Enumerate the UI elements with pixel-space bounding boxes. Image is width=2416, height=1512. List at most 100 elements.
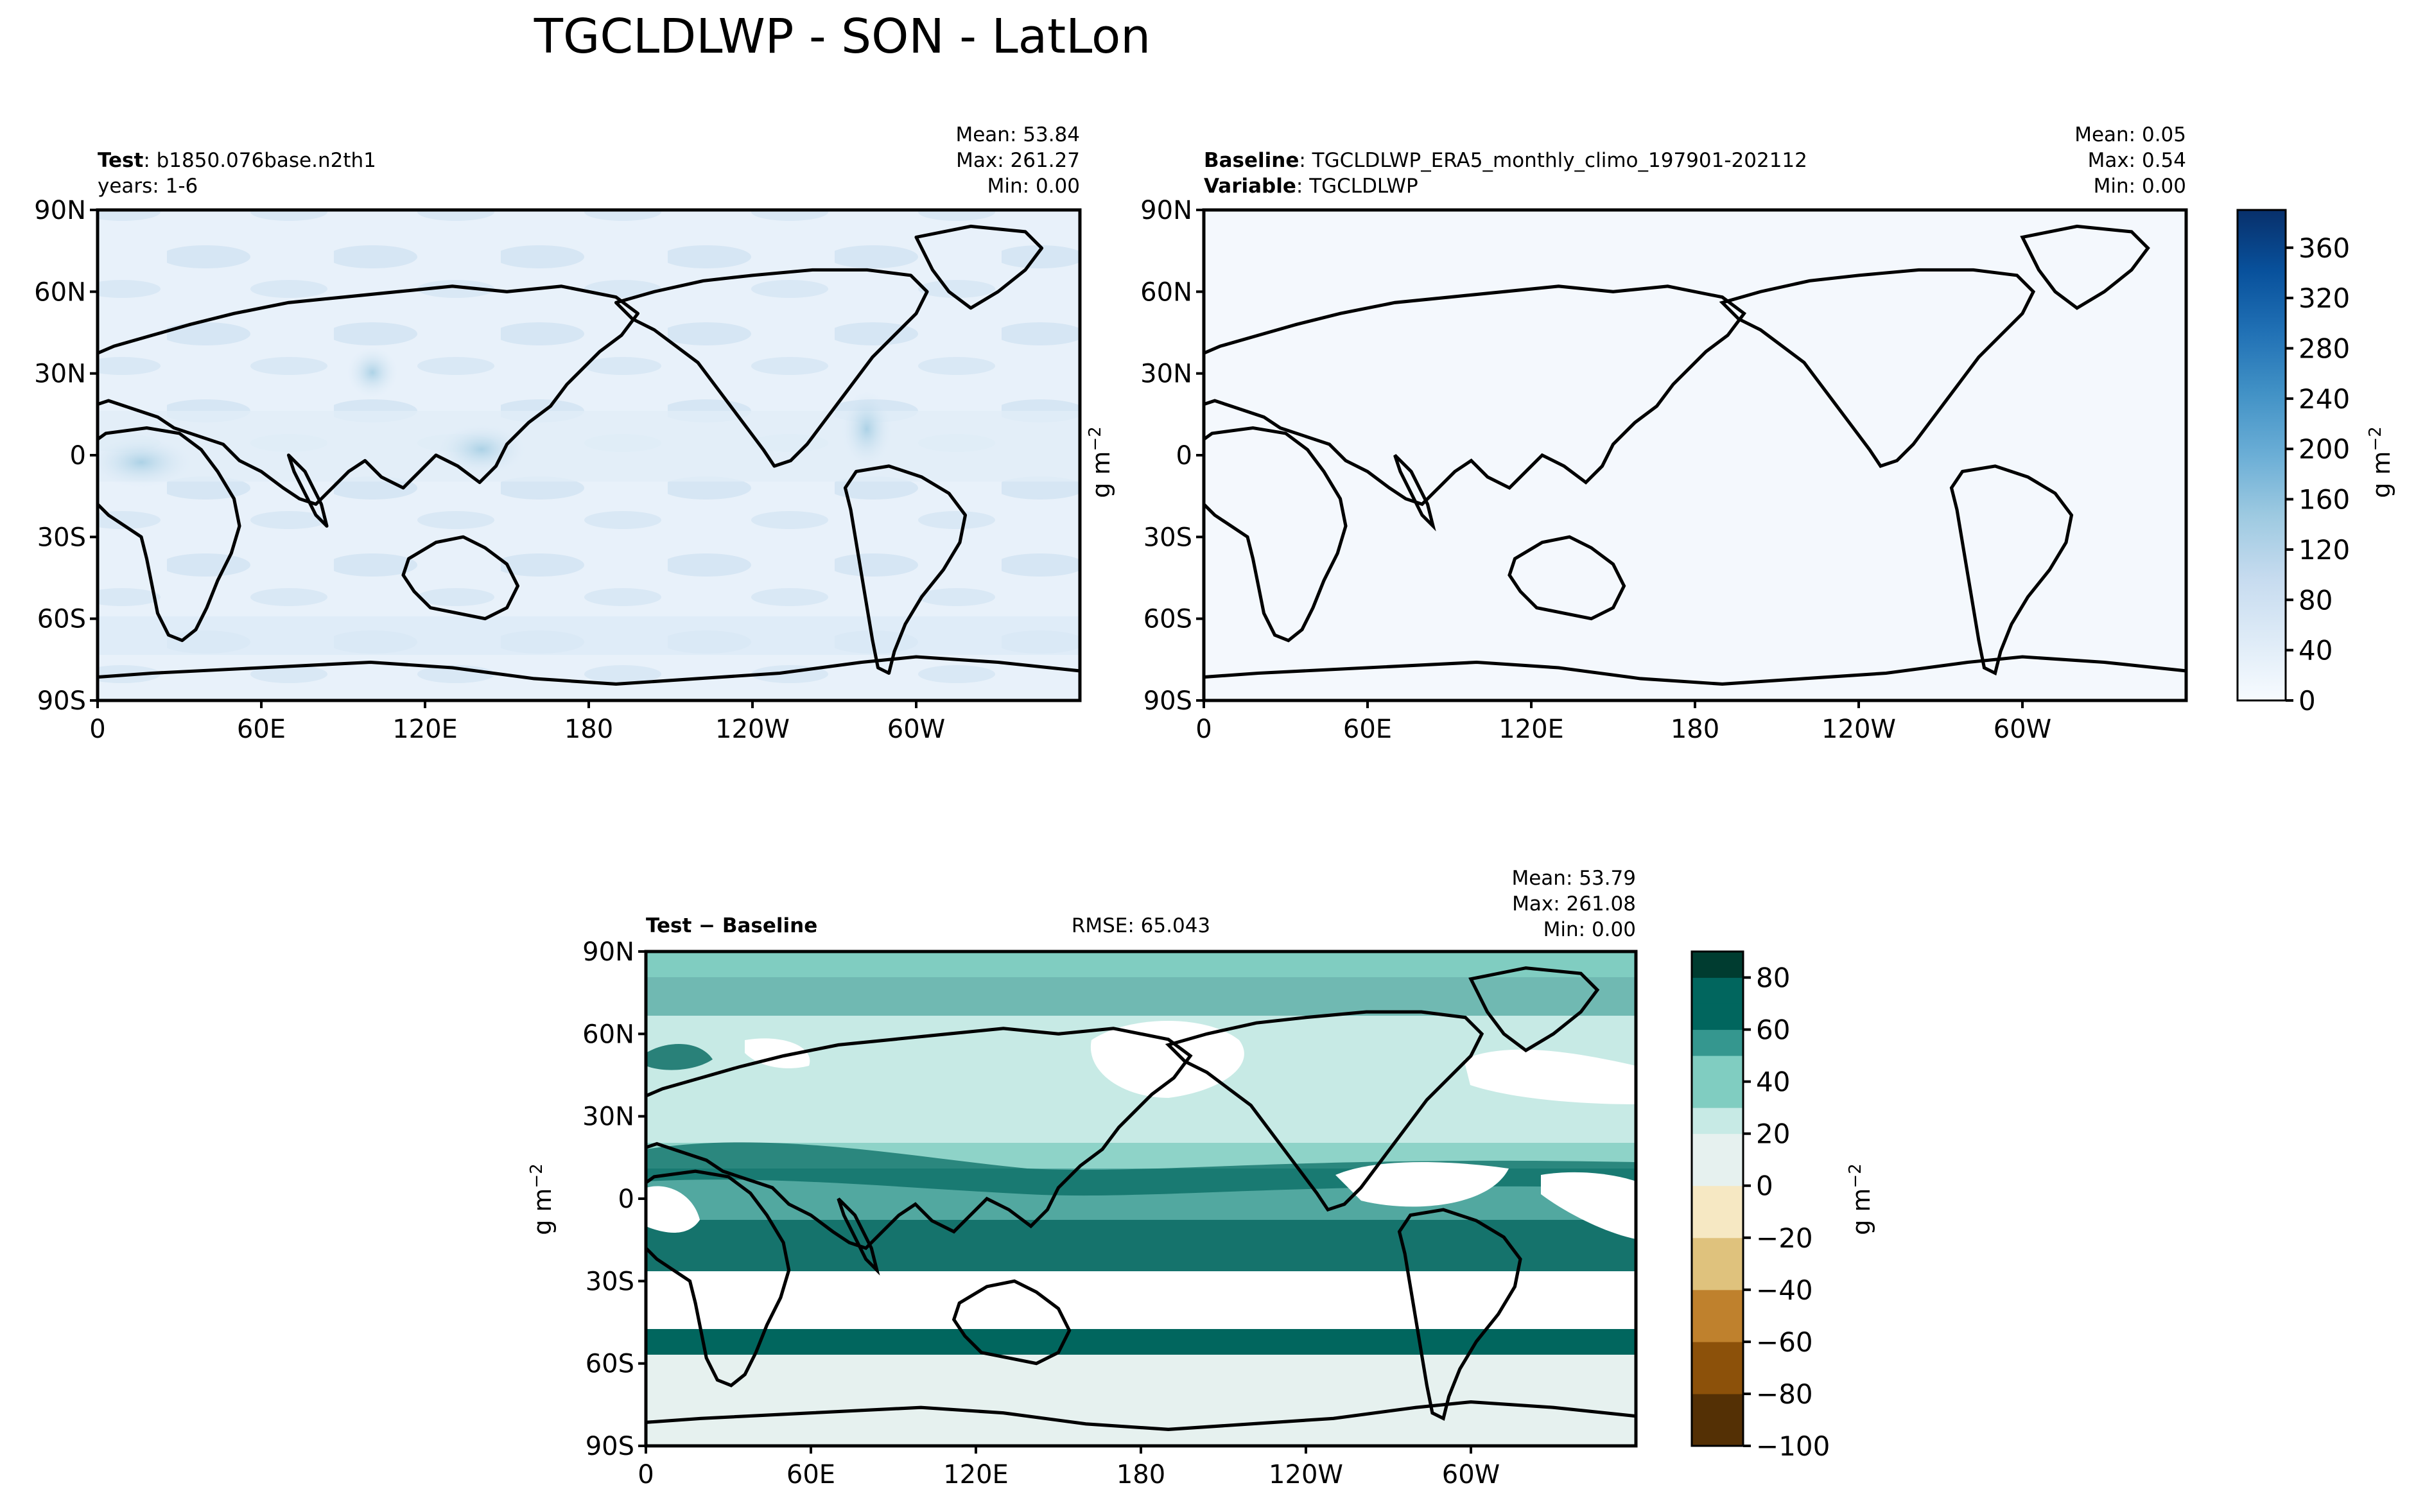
blues-colorbar-tick-label: 80 [2299, 584, 2333, 616]
test-lon-tick-label: 120E [392, 715, 458, 744]
test-lat-tick-label: 90S [37, 686, 86, 716]
diff-mean: Mean: 53.79 [1511, 867, 1636, 890]
diff-colorbar-tick-label: −100 [1756, 1430, 1830, 1462]
diff-colorbar-fill [1692, 952, 1743, 1447]
baseline-lon-tick-label: 120W [1821, 715, 1896, 744]
diff-colorbar-box [1692, 1004, 1743, 1030]
diff-rmse: RMSE: 65.043 [1072, 914, 1210, 937]
diff-colorbar-box [1692, 1393, 1743, 1420]
diff-lon-tick-label: 120E [943, 1460, 1009, 1490]
blues-colorbar-tick-label: 280 [2299, 333, 2350, 364]
baseline-min: Min: 0.00 [2094, 175, 2186, 198]
diff-colorbar-box [1692, 1133, 1743, 1160]
diff-colorbar-box [1692, 1420, 1743, 1447]
blues-colorbar-tick-label: 360 [2299, 232, 2350, 264]
diff-colorbar-box [1692, 1289, 1743, 1316]
diff-colorbar-box [1692, 1029, 1743, 1056]
diff-colorbar-tick-label: 0 [1756, 1170, 1773, 1202]
test-lat-tick-label: 30S [37, 523, 86, 552]
test-lon-ticks: 0 60E 120E 180 120W 60W [89, 700, 945, 744]
diff-colorbar-frame [1690, 950, 1744, 1447]
test-lat-tick-label: 60N [34, 277, 86, 307]
baseline-field [1204, 210, 2186, 700]
test-lat-tick-label: 90N [34, 196, 86, 225]
baseline-lat-ticks: 90N 60N 30N 0 30S 60S 90S [1140, 196, 1204, 716]
diff-colorbar-box [1692, 1108, 1743, 1134]
baseline-lat-tick-label: 0 [1176, 441, 1192, 471]
diff-colorbar-ticks: −100 −80 −60 −40 −20 0 20 40 60 80 [1743, 962, 1830, 1462]
diff-lat-tick-label: 30N [582, 1102, 634, 1132]
test-mean: Mean: 53.84 [955, 123, 1080, 146]
baseline-lat-tick-label: 90N [1140, 196, 1192, 225]
diff-colorbar-box [1692, 1081, 1743, 1108]
blues-colorbar-fill [2236, 209, 2287, 702]
baseline-label: Baseline: TGCLDLWP_ERA5_monthly_climo_19… [1204, 149, 1807, 172]
diff-colorbar-tick-label: 20 [1756, 1118, 1790, 1150]
diff-colorbar-tick-label: −60 [1756, 1326, 1813, 1358]
diff-colorbar-box [1692, 977, 1743, 1004]
test-lon-tick-label: 0 [89, 715, 105, 744]
baseline-unit-label: g m−2 [1086, 426, 1115, 498]
diff-colorbar-box [1692, 1264, 1743, 1290]
diff-label: Test − Baseline [646, 914, 817, 937]
diff-colorbar-box [1692, 1341, 1743, 1368]
diff-lat-tick-label: 90S [586, 1432, 634, 1461]
diff-lat-ticks: 90N 60N 30N 0 30S 60S 90S [582, 937, 646, 1461]
baseline-lon-ticks: 0 60E 120E 180 120W 60W [1195, 700, 2051, 744]
diff-lon-tick-label: 60E [787, 1460, 835, 1490]
baseline-lat-tick-label: 60N [1140, 277, 1192, 307]
diff-colorbar-box [1692, 1160, 1743, 1186]
blues-colorbar-tick-label: 0 [2299, 685, 2316, 717]
baseline-lon-tick-label: 60W [1994, 715, 2051, 744]
blues-colorbar-label: g m−2 [2366, 426, 2395, 498]
diff-colorbar-box [1692, 1237, 1743, 1264]
baseline-mean: Mean: 0.05 [2074, 123, 2186, 146]
diff-colorbar-label: g m−2 [1846, 1163, 1875, 1235]
test-panel: Test: b1850.076base.n2th1 years: 1-6 Mea… [34, 123, 1082, 744]
baseline-lat-tick-label: 60S [1143, 605, 1192, 634]
test-lat-tick-label: 0 [70, 441, 86, 471]
diff-colorbar-tick-label: −80 [1756, 1378, 1813, 1410]
test-lon-tick-label: 180 [564, 715, 613, 744]
blues-colorbar-tick-label: 200 [2299, 433, 2350, 465]
diff-colorbar-tick-label: −20 [1756, 1222, 1813, 1254]
test-map [98, 210, 1080, 700]
blues-colorbar-ticks: 0 40 80 120 160 200 240 280 320 360 [2286, 232, 2350, 717]
test-years: years: 1-6 [98, 175, 198, 198]
blues-colorbar-tick-label: 40 [2299, 635, 2333, 666]
diff-colorbar-tick-label: 80 [1756, 962, 1790, 994]
baseline-lat-tick-label: 90S [1143, 686, 1192, 716]
blues-colorbar-tick-label: 120 [2299, 534, 2350, 566]
test-min: Min: 0.00 [987, 175, 1080, 198]
diff-panel: Test − Baseline RMSE: 65.043 Mean: 53.79… [527, 867, 1638, 1490]
figure-title: TGCLDLWP - SON - LatLon [534, 9, 1151, 64]
baseline-map [1204, 210, 2186, 700]
baseline-lon-tick-label: 0 [1195, 715, 1212, 744]
baseline-panel: Baseline: TGCLDLWP_ERA5_monthly_climo_19… [1086, 123, 2188, 744]
diff-min: Min: 0.00 [1543, 918, 1636, 941]
diff-colorbar-box [1692, 1056, 1743, 1082]
test-label: Test: b1850.076base.n2th1 [98, 149, 376, 172]
diff-lat-tick-label: 60S [586, 1350, 634, 1379]
diff-colorbar-box [1692, 1368, 1743, 1395]
test-lon-tick-label: 120W [715, 715, 790, 744]
baseline-lon-tick-label: 180 [1671, 715, 1719, 744]
test-lon-tick-label: 60W [887, 715, 945, 744]
diff-colorbar-tick-label: −40 [1756, 1274, 1813, 1306]
test-lat-tick-label: 30N [34, 360, 86, 389]
baseline-lon-tick-label: 60E [1343, 715, 1392, 744]
diff-lat-tick-label: 60N [582, 1020, 634, 1049]
test-lat-tick-label: 60S [37, 605, 86, 634]
diff-colorbar: −100 −80 −60 −40 −20 0 20 40 60 80 g m−2 [1690, 950, 1875, 1462]
test-lon-tick-label: 60E [237, 715, 286, 744]
diff-lat-tick-label: 30S [586, 1267, 634, 1296]
diff-lon-tick-label: 180 [1117, 1460, 1165, 1490]
diff-colorbar-box [1692, 1185, 1743, 1212]
blues-colorbar: 0 40 80 120 160 200 240 280 320 360 g m−2 [2236, 209, 2395, 717]
blues-colorbar-tick-label: 240 [2299, 383, 2350, 415]
diff-lon-ticks: 0 60E 120E 180 120W 60W [638, 1446, 1500, 1490]
blues-colorbar-tick-label: 160 [2299, 484, 2350, 516]
baseline-lon-tick-label: 120E [1499, 715, 1564, 744]
baseline-max: Max: 0.54 [2088, 149, 2186, 172]
